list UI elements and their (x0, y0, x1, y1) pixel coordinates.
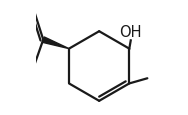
Polygon shape (42, 38, 69, 49)
Text: OH: OH (120, 25, 142, 40)
